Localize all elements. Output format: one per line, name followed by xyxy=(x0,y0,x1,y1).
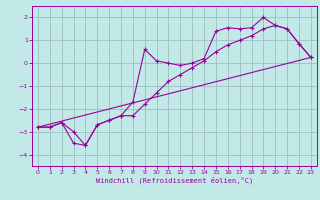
X-axis label: Windchill (Refroidissement éolien,°C): Windchill (Refroidissement éolien,°C) xyxy=(96,177,253,184)
